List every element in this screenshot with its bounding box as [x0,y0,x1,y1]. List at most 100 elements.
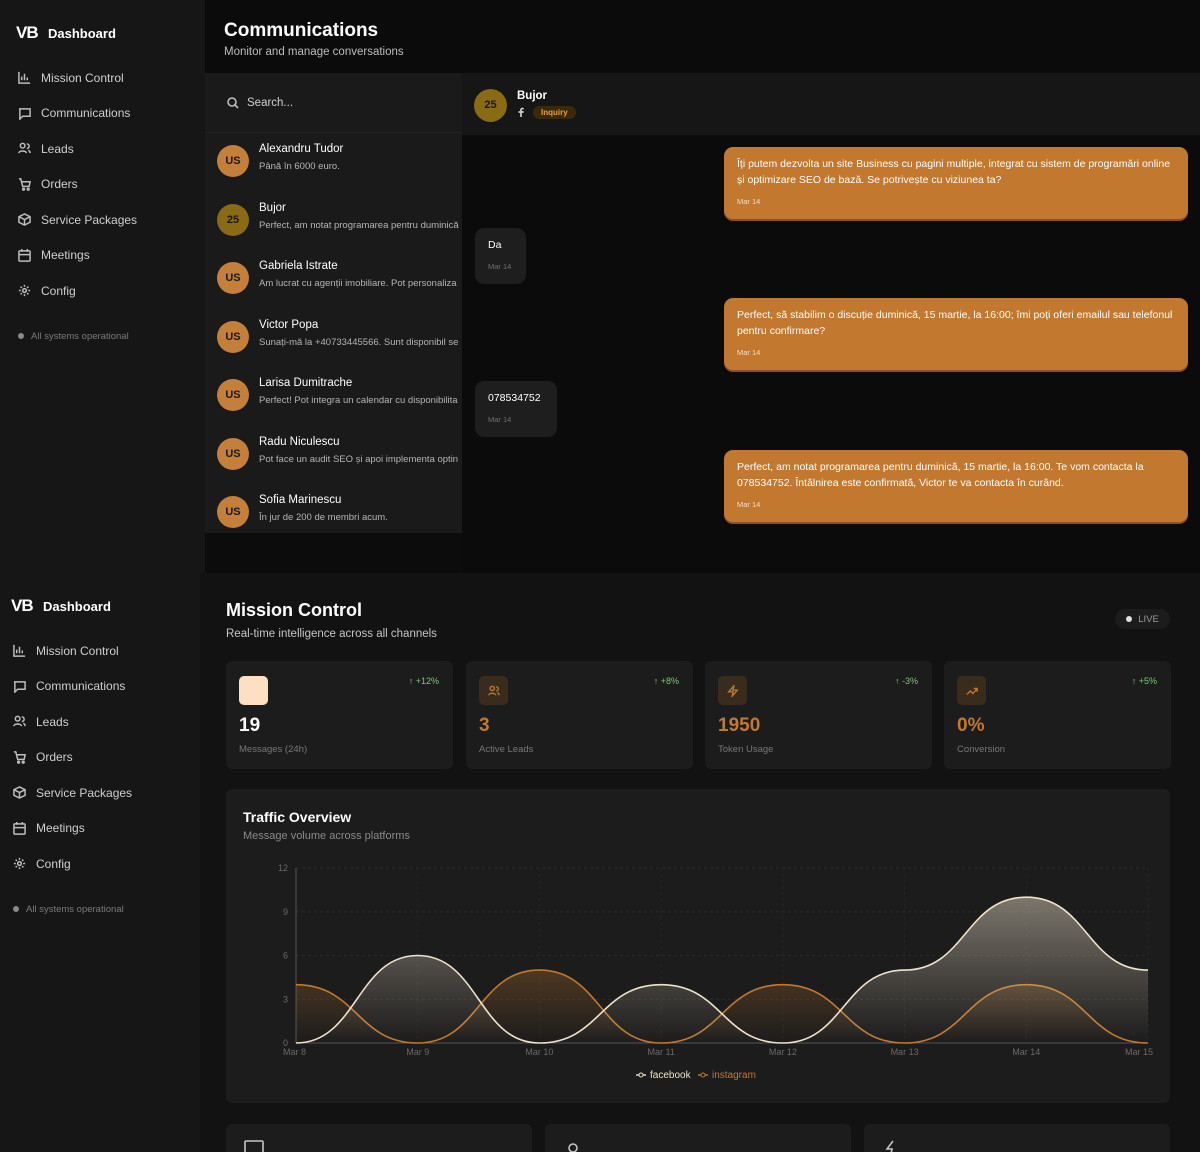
brand-name: Dashboard [43,598,111,614]
message-outgoing: Îți putem dezvolta un site Business cu p… [724,147,1188,219]
stat-card-leads[interactable]: ↑ +8% 3 Active Leads [466,661,693,769]
sidebar-item-config[interactable]: Config [0,846,200,882]
message-time: Mar 14 [488,262,512,271]
status-text: All systems operational [26,903,124,915]
page-title: Mission Control [226,600,362,620]
brand[interactable]: VB Dashboard [0,0,205,50]
conversation-item[interactable]: US Larisa Dumitrache Perfect! Pot integra … [205,367,462,426]
message-preview: În jur de 200 de membri acum. [259,512,388,523]
sidebar-item-communications[interactable]: Communications [0,96,205,132]
page-title: Communications [224,20,379,41]
avatar: US [217,145,249,177]
live-label: LIVE [1138,613,1159,625]
sidebar-item-meetings[interactable]: Meetings [0,811,200,847]
sidebar-item-service-packages[interactable]: Service Packages [0,202,205,238]
bottom-card-3[interactable] [864,1124,1170,1152]
legend-marker [638,1072,644,1078]
x-tick-label: Mar 8 [283,1047,306,1057]
bar-chart-icon [13,645,26,658]
sidebar-item-label: Orders [41,177,78,192]
page-subtitle: Real-time intelligence across all channe… [226,628,437,640]
message-preview: Sunați-mă la +40733445566. Sunt disponib… [259,336,459,348]
live-dot [1126,616,1133,622]
stat-card-conversion[interactable]: ↑ +5% 0% Conversion [944,661,1171,769]
shopping-cart-icon [18,177,31,191]
sidebar-item-meetings[interactable]: Meetings [0,238,205,274]
chat-header: 25 Bujor Inquiry [462,73,1200,135]
message-preview: Am lucrat cu agenții imobiliare. Pot per… [259,278,457,289]
search-placeholder: Search... [247,96,294,109]
stat-change: ↑ +5% [1131,676,1157,686]
stat-card-tokens[interactable]: ↑ -3% 1950 Token Usage [705,661,932,769]
gear-icon [13,858,26,870]
sidebar-item-leads[interactable]: Leads [0,131,205,167]
sidebar-item-orders[interactable]: Orders [0,740,200,776]
status-dot [18,333,24,339]
conversation-item[interactable]: US Victor Popa Sunați-mă la +40733445566. … [205,309,462,368]
sidebar-item-config[interactable]: Config [0,273,205,309]
contact-name: Bujor [259,201,286,214]
x-tick-label: Mar 13 [891,1047,919,1057]
message-time: Mar 14 [488,415,512,424]
avatar: US [217,320,249,353]
gear-icon [568,1143,578,1152]
conversation-item[interactable]: US Alexandru Tudor Până în 6000 euro. [205,133,462,192]
legend-label-instagram: instagram [712,1070,756,1081]
sidebar-item-service-packages[interactable]: Service Packages [0,775,200,811]
logo: VB [11,596,34,615]
monitor-icon [244,1140,264,1152]
sidebar-item-leads[interactable]: Leads [0,704,200,740]
conversation-item[interactable]: 25 Bujor Perfect, am notat programarea pen… [205,192,462,251]
brand[interactable]: VB Dashboard [0,573,200,623]
users-icon [479,676,508,705]
status-text: All systems operational [31,330,129,342]
trending-up-icon [957,676,986,705]
y-tick-label: 9 [283,907,288,917]
stat-label: Active Leads [479,744,534,755]
bottom-card-1[interactable] [226,1124,532,1152]
search-icon [227,96,239,109]
conversation-item[interactable]: US Gabriela Istrate Am lucrat cu agenții i… [205,250,462,309]
x-tick-label: Mar 15 [1125,1047,1153,1057]
x-tick-label: Mar 14 [1012,1047,1040,1057]
chart-subtitle: Message volume across platforms [243,830,410,842]
stat-change: ↑ +12% [408,676,439,686]
message-text: Îți putem dezvolta un site Business cu p… [737,158,1171,186]
message-outgoing: Perfect, am notat programarea pentru dum… [724,450,1188,522]
chart-title: Traffic Overview [243,809,352,825]
sidebar-item-label: Communications [36,679,126,694]
message-square-icon [18,107,31,120]
users-icon [13,715,26,727]
stat-change: ↑ +8% [653,676,679,686]
system-status: All systems operational [0,331,205,342]
message-incoming: Da Mar 14 [475,228,526,284]
sidebar-item-mission-control[interactable]: Mission Control [0,633,200,669]
message-preview: Perfect! Pot integra un calendar cu disp… [259,395,458,406]
stat-card-messages[interactable]: ↑ +12% 19 Messages (24h) [226,661,453,769]
sidebar-nav: Mission Control Communications Leads Ord… [0,633,200,882]
sidebar-item-label: Orders [36,750,73,765]
conversation-item[interactable]: US Sofia Marinescu În jur de 200 de membri… [205,484,462,543]
sidebar-item-label: Leads [36,714,69,729]
mission-control: Mission Control Real-time intelligence a… [200,573,1200,1152]
traffic-chart: 0 3 6 9 12 Mar 8 Mar 9 Mar 10 Mar 11 Mar 12 Mar 13… [278,863,1153,1081]
sidebar-item-mission-control[interactable]: Mission Control [0,60,205,96]
legend-marker [700,1072,706,1078]
sidebar-item-communications[interactable]: Communications [0,669,200,705]
sidebar-item-orders[interactable]: Orders [0,167,205,203]
y-tick-label: 0 [283,1038,288,1048]
zap-icon [718,676,747,705]
contact-name: Radu Niculescu [259,435,340,448]
shopping-cart-icon [13,750,26,764]
conversation-item[interactable]: US Radu Niculescu Pot face un audit SEO și… [205,426,462,485]
legend-label-facebook: facebook [650,1070,692,1081]
x-tick-label: Mar 10 [525,1047,553,1057]
sidebar-item-label: Meetings [41,248,90,263]
contact-name: Larisa Dumitrache [259,377,353,389]
search-input[interactable]: Search... [205,73,462,133]
avatar: 25 [474,88,507,122]
communications-header: Communications Monitor and manage conver… [205,0,1200,73]
bottom-card-2[interactable] [545,1124,851,1152]
x-tick-label: Mar 9 [406,1047,429,1057]
bar-chart-icon [18,72,31,85]
